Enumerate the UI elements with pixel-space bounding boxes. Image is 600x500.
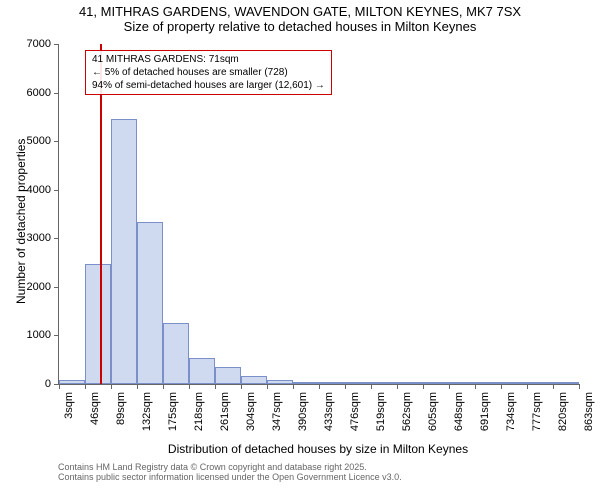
y-tick [54,93,59,94]
histogram-bar [189,358,215,384]
annotation-line: ← 5% of detached houses are smaller (728… [92,66,325,79]
histogram-bar [267,380,293,384]
x-tick-label: 261sqm [219,392,231,431]
x-tick [215,384,216,389]
histogram-bar [475,382,501,384]
histogram-bar [423,382,449,384]
y-tick-label: 1000 [27,329,51,341]
x-tick [163,384,164,389]
x-tick [137,384,138,389]
y-tick-label: 4000 [27,184,51,196]
footer-line-2: Contains public sector information licen… [58,472,402,482]
y-tick [54,287,59,288]
y-tick [54,44,59,45]
y-tick-label: 2000 [27,281,51,293]
y-tick [54,238,59,239]
x-tick [449,384,450,389]
x-tick [579,384,580,389]
x-tick [553,384,554,389]
histogram-bar [319,382,345,384]
x-tick-label: 46sqm [89,392,101,425]
x-tick-label: 605sqm [427,392,439,431]
y-tick [54,335,59,336]
x-tick-label: 132sqm [141,392,153,431]
x-tick-label: 175sqm [167,392,179,431]
histogram-bar [293,382,319,384]
x-tick-label: 734sqm [505,392,517,431]
histogram-bar [371,382,397,384]
x-tick-label: 476sqm [349,392,361,431]
y-tick-label: 7000 [27,38,51,50]
footer-note: Contains HM Land Registry data © Crown c… [58,462,402,482]
chart-container: 41, MITHRAS GARDENS, WAVENDON GATE, MILT… [0,0,600,500]
x-tick-label: 820sqm [557,392,569,431]
x-tick [371,384,372,389]
x-tick [111,384,112,389]
histogram-bar [215,367,241,384]
histogram-bar [449,382,475,384]
histogram-bar [553,382,579,384]
x-tick-label: 3sqm [63,392,75,419]
histogram-bar [163,323,189,384]
x-tick-label: 691sqm [479,392,491,431]
histogram-bar [241,376,267,384]
reference-line [100,44,102,384]
x-tick [59,384,60,389]
x-tick [501,384,502,389]
x-tick-label: 304sqm [245,392,257,431]
x-tick [319,384,320,389]
x-tick-label: 519sqm [375,392,387,431]
x-tick-label: 89sqm [115,392,127,425]
y-tick-label: 6000 [27,87,51,99]
histogram-bar [345,382,371,384]
y-tick-label: 0 [45,378,51,390]
x-tick [423,384,424,389]
x-tick [397,384,398,389]
x-axis-caption: Distribution of detached houses by size … [58,442,578,456]
y-tick-label: 3000 [27,232,51,244]
title-line-1: 41, MITHRAS GARDENS, WAVENDON GATE, MILT… [0,4,600,19]
histogram-bar [501,382,527,384]
histogram-bar [59,380,85,384]
x-tick-label: 390sqm [297,392,309,431]
plot-area: 010002000300040005000600070003sqm46sqm89… [58,44,579,385]
annotation-box: 41 MITHRAS GARDENS: 71sqm← 5% of detache… [85,50,332,95]
histogram-bar [85,264,111,384]
y-tick-label: 5000 [27,135,51,147]
footer-line-1: Contains HM Land Registry data © Crown c… [58,462,402,472]
x-tick [293,384,294,389]
x-tick-label: 777sqm [531,392,543,431]
annotation-line: 41 MITHRAS GARDENS: 71sqm [92,53,325,66]
x-tick-label: 562sqm [401,392,413,431]
chart-title: 41, MITHRAS GARDENS, WAVENDON GATE, MILT… [0,4,600,34]
histogram-bar [137,222,163,384]
histogram-bar [397,382,423,384]
x-tick-label: 648sqm [453,392,465,431]
annotation-line: 94% of semi-detached houses are larger (… [92,79,325,92]
x-tick [189,384,190,389]
x-tick-label: 863sqm [583,392,595,431]
title-line-2: Size of property relative to detached ho… [0,19,600,34]
histogram-bar [527,382,553,384]
x-tick [475,384,476,389]
histogram-bar [111,119,137,384]
x-tick [345,384,346,389]
x-tick [241,384,242,389]
x-tick [267,384,268,389]
x-tick-label: 433sqm [323,392,335,431]
y-tick [54,141,59,142]
x-tick [527,384,528,389]
y-tick [54,190,59,191]
x-tick-label: 347sqm [271,392,283,431]
x-tick [85,384,86,389]
x-tick-label: 218sqm [193,392,205,431]
y-axis-label: Number of detached properties [14,139,28,304]
